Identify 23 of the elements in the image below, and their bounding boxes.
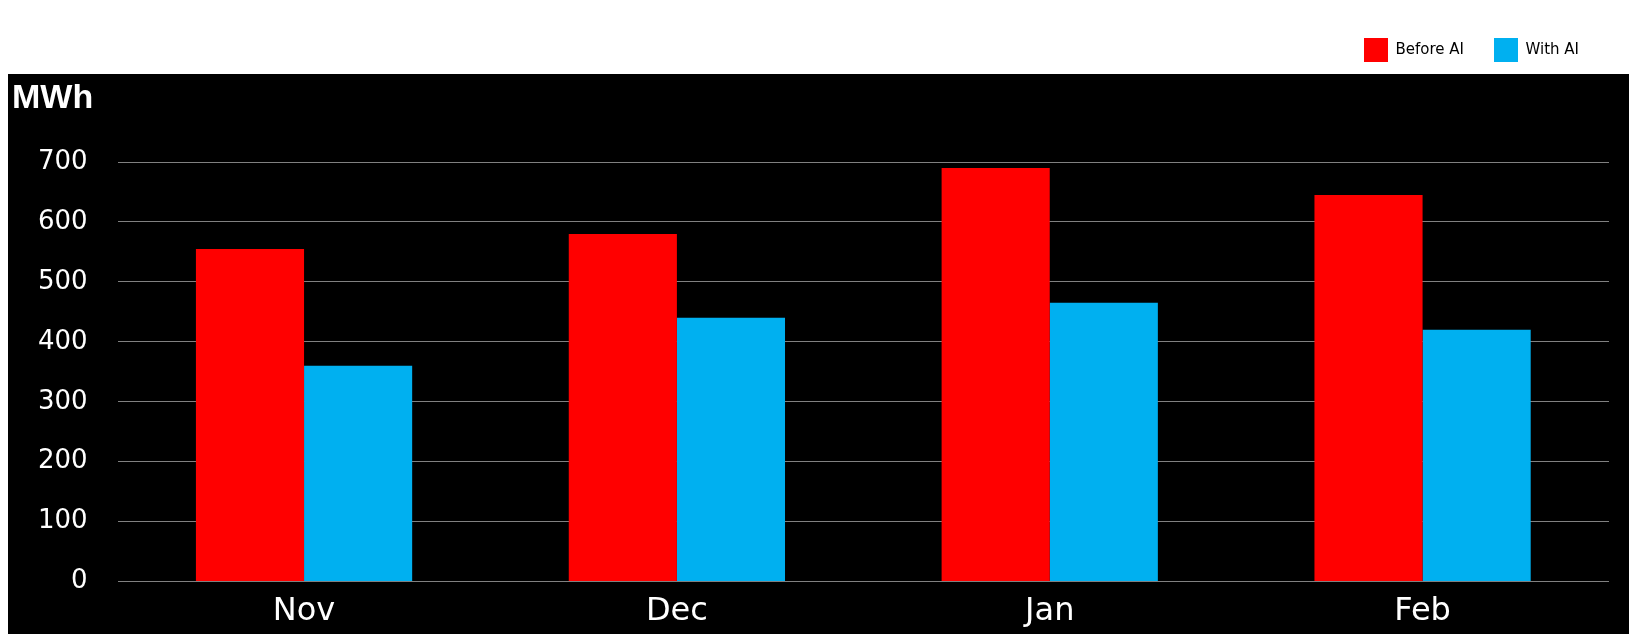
x-tick-label: Jan <box>1023 590 1075 629</box>
y-axis-title: MWh <box>12 77 94 116</box>
y-tick-label: 100 <box>37 504 88 535</box>
legend-label: Before AI <box>1395 39 1464 58</box>
bar <box>1049 302 1158 582</box>
y-tick-label: 400 <box>37 324 88 355</box>
x-tick-label: Feb <box>1394 590 1451 629</box>
bar <box>304 365 413 582</box>
bar <box>195 248 305 582</box>
bar <box>1314 194 1423 582</box>
y-tick-label: 700 <box>37 144 88 175</box>
bar <box>676 317 786 582</box>
y-tick-label: 200 <box>37 444 88 475</box>
bar <box>568 233 677 582</box>
y-tick-label: 500 <box>37 264 88 295</box>
y-tick-label: 600 <box>37 204 88 235</box>
legend-label: With AI <box>1525 39 1579 58</box>
x-tick-label: Dec <box>645 590 708 629</box>
bar <box>1422 329 1531 582</box>
bar <box>941 167 1050 582</box>
y-tick-label: 0 <box>71 564 88 595</box>
x-tick-label: Nov <box>272 590 336 629</box>
y-tick-label: 300 <box>37 384 88 415</box>
